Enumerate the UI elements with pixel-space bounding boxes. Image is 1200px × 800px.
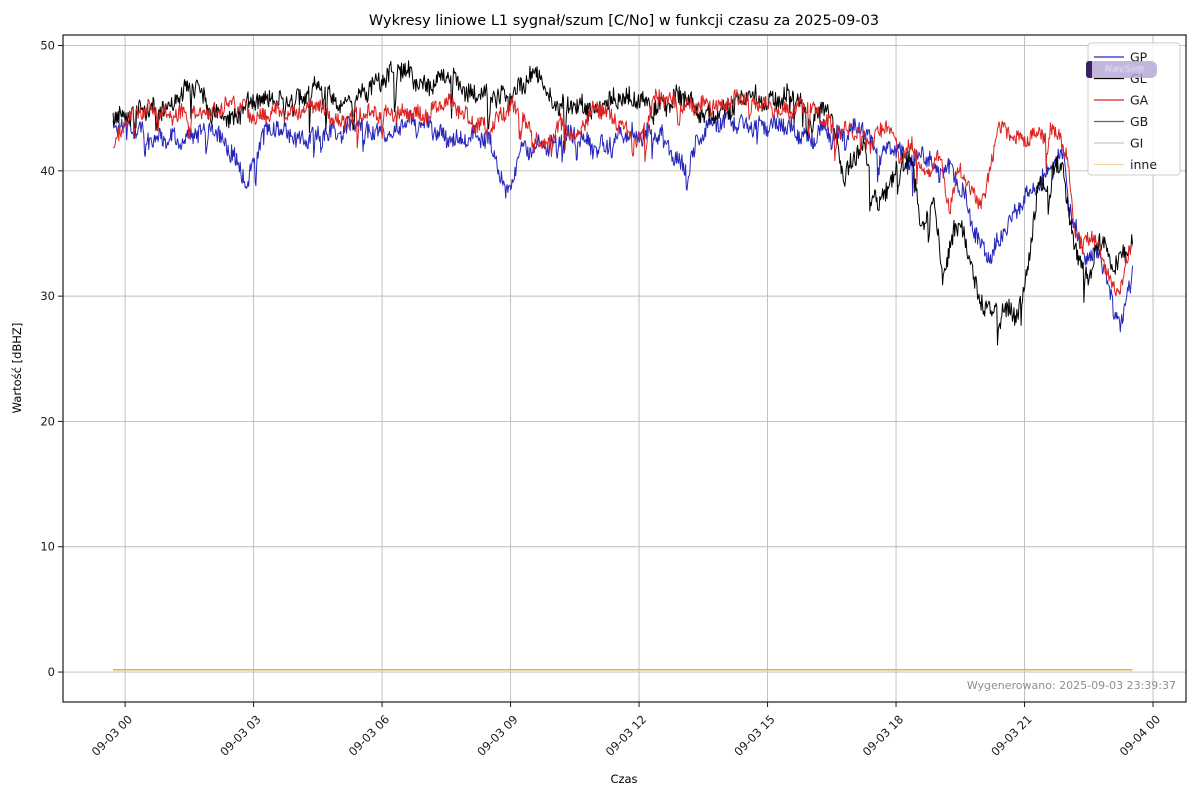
legend-item-inne: inne xyxy=(1094,157,1157,172)
legend-label-GI: GI xyxy=(1130,136,1143,151)
legend-item-GI: GI xyxy=(1094,136,1143,151)
legend-label-GA: GA xyxy=(1130,93,1149,108)
plot-background xyxy=(63,35,1186,702)
legend-item-GP: GP xyxy=(1094,50,1148,65)
legend-label-GP: GP xyxy=(1130,50,1148,65)
x-tick-label: 09-03 18 xyxy=(860,712,906,758)
axes-border xyxy=(62,34,1187,703)
x-tick-label: 09-03 06 xyxy=(346,712,392,758)
x-tick-label: 09-03 00 xyxy=(89,712,135,758)
x-tick-label: 09-03 15 xyxy=(731,712,777,758)
series-GA-line xyxy=(112,88,1133,297)
watermark-badge: NavSim xyxy=(1086,61,1157,78)
x-axis-label: Czas xyxy=(610,772,638,786)
x-tick-label: 09-04 00 xyxy=(1117,712,1163,758)
x-tick-label: 09-03 21 xyxy=(988,712,1034,758)
legend-label-inne: inne xyxy=(1130,157,1157,172)
y-tick-label: 10 xyxy=(40,540,55,554)
legend-item-GA: GA xyxy=(1094,93,1149,108)
grid xyxy=(63,35,1186,702)
x-tick-label: 09-03 03 xyxy=(217,712,263,758)
legend-item-GB: GB xyxy=(1094,114,1148,129)
y-tick-label: 20 xyxy=(40,414,55,428)
y-tick-label: 0 xyxy=(48,665,55,679)
legend-label-GB: GB xyxy=(1130,114,1148,129)
series-GL-line xyxy=(112,60,1133,346)
x-tick-label: 09-03 12 xyxy=(603,712,649,758)
y-tick-label: 40 xyxy=(40,164,55,178)
watermark-badge-text: NavSim xyxy=(1104,64,1145,75)
x-tick-label: 09-03 09 xyxy=(474,712,520,758)
watermark-badge-bar xyxy=(1086,61,1092,78)
y-tick-label: 30 xyxy=(40,289,55,303)
y-tick-label: 50 xyxy=(40,39,55,53)
y-axis-label: Wartość [dBHZ] xyxy=(10,322,24,414)
series-GP-line xyxy=(112,109,1133,333)
watermark-text: Wygenerowano: 2025-09-03 23:39:37 xyxy=(966,679,1176,692)
series-group xyxy=(112,60,1133,672)
chart-title: Wykresy liniowe L1 sygnał/szum [C/No] w … xyxy=(368,13,880,29)
